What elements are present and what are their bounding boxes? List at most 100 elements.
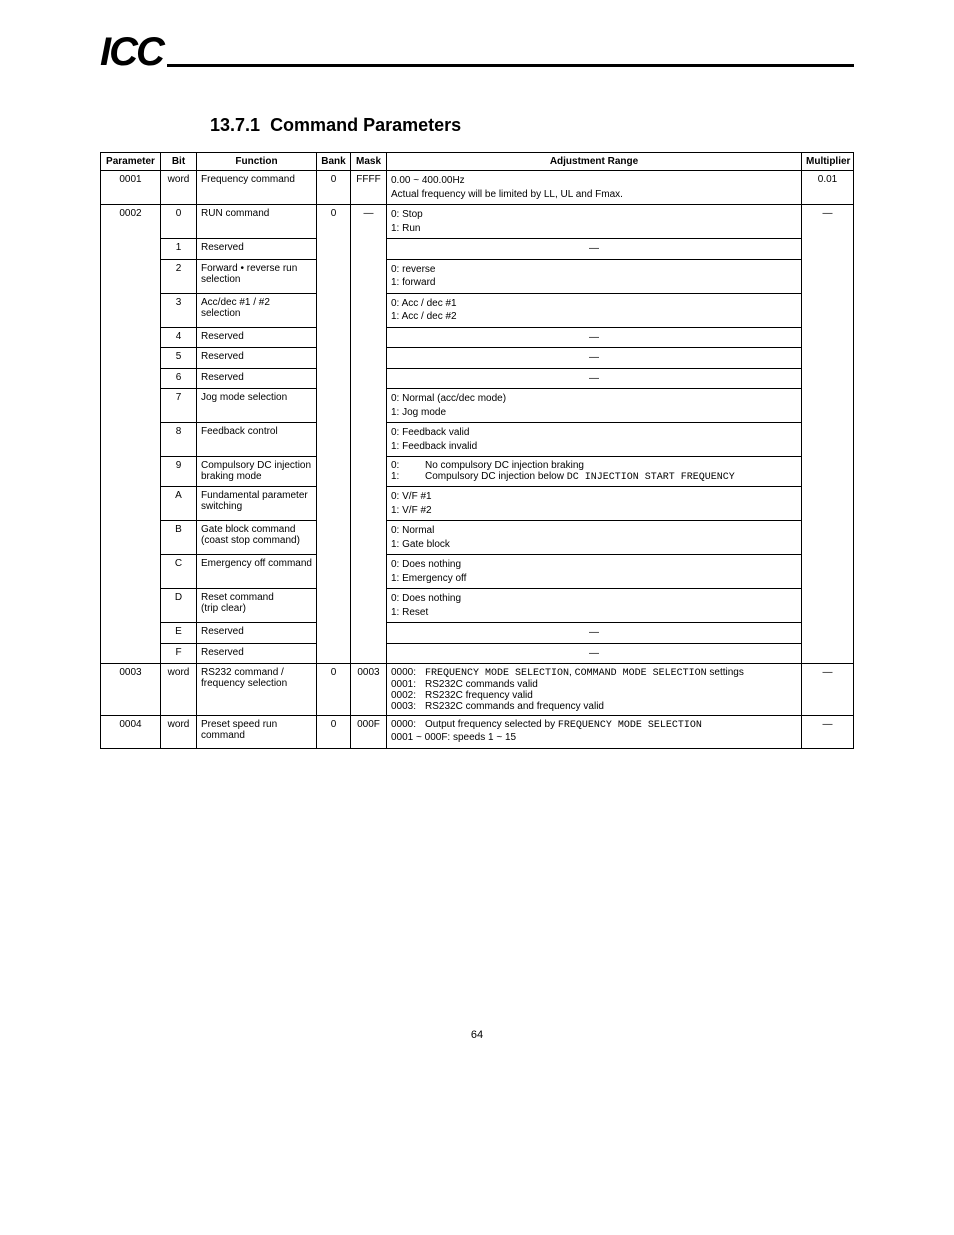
cell-bit: 2 [161, 259, 197, 293]
table-row: AFundamental parameter switching 0: V/F #… [101, 487, 854, 521]
cell-function: Feedback control [197, 423, 317, 457]
cell-bit: 6 [161, 368, 197, 389]
table-row: 00020RUN command0—0: Stop1: Run— [101, 205, 854, 239]
cell-function: Reset command(trip clear) [197, 589, 317, 623]
cell-bit: word [161, 171, 197, 205]
table-row: 0003wordRS232 command / frequency select… [101, 664, 854, 716]
cell-bit: C [161, 555, 197, 589]
cell-function: Reserved [197, 327, 317, 348]
cell-bit: A [161, 487, 197, 521]
cell-parameter: 0003 [101, 664, 161, 716]
cell-function: Acc/dec #1 / #2 selection [197, 293, 317, 327]
cell-adjustment: 0:No compulsory DC injection braking1:Co… [387, 457, 802, 487]
table-row: 3Acc/dec #1 / #2 selection 0: Acc / dec #… [101, 293, 854, 327]
table-body: 0001wordFrequency command0FFFF0.00 ~ 400… [101, 171, 854, 749]
table-row: 5Reserved — [101, 348, 854, 369]
table-row: DReset command(trip clear) 0: Does nothin… [101, 589, 854, 623]
cell-function: Reserved [197, 239, 317, 260]
section-number: 13.7.1 [210, 115, 260, 135]
cell-bit: word [161, 664, 197, 716]
cell-adjustment: 0000:Output frequency selected by FREQUE… [387, 716, 802, 749]
cell-function: Reserved [197, 643, 317, 664]
section-heading: Command Parameters [270, 115, 461, 135]
cell-mask: 000F [351, 716, 387, 749]
cell-bit: F [161, 643, 197, 664]
cell-adjustment: — [387, 368, 802, 389]
cell-bit: B [161, 521, 197, 555]
cell-bank: 0 [317, 716, 351, 749]
page-number: 64 [100, 1029, 854, 1041]
table-row: 9Compulsory DC injection braking mode 0:N… [101, 457, 854, 487]
cell-adjustment: — [387, 348, 802, 369]
cell-function: Reserved [197, 348, 317, 369]
table-row: EReserved — [101, 623, 854, 644]
table-row: 4Reserved — [101, 327, 854, 348]
cell-bit: E [161, 623, 197, 644]
col-adjustment: Adjustment Range [387, 153, 802, 171]
cell-bit: 9 [161, 457, 197, 487]
cell-adjustment: 0: Feedback valid1: Feedback invalid [387, 423, 802, 457]
cell-adjustment: 0: Normal (acc/dec mode)1: Jog mode [387, 389, 802, 423]
cell-function: Compulsory DC injection braking mode [197, 457, 317, 487]
table-row: BGate block command(coast stop command)0… [101, 521, 854, 555]
table-row: FReserved — [101, 643, 854, 664]
cell-adjustment: 0: Does nothing1: Reset [387, 589, 802, 623]
cell-adjustment: — [387, 327, 802, 348]
cell-mask: 0003 [351, 664, 387, 716]
table-row: 0004wordPreset speed run command0000F000… [101, 716, 854, 749]
table-row: 6Reserved — [101, 368, 854, 389]
cell-function: Forward • reverse run selection [197, 259, 317, 293]
cell-bit: 5 [161, 348, 197, 369]
cell-function: Reserved [197, 368, 317, 389]
cell-bit: word [161, 716, 197, 749]
cell-parameter: 0004 [101, 716, 161, 749]
cell-mask: — [351, 205, 387, 664]
col-function: Function [197, 153, 317, 171]
cell-mask: FFFF [351, 171, 387, 205]
table-row: 2Forward • reverse run selection 0: rever… [101, 259, 854, 293]
cell-function: RUN command [197, 205, 317, 239]
cell-bit: D [161, 589, 197, 623]
cell-function: Jog mode selection [197, 389, 317, 423]
cell-function: Emergency off command [197, 555, 317, 589]
cell-function: RS232 command / frequency selection [197, 664, 317, 716]
col-parameter: Parameter [101, 153, 161, 171]
table-row: CEmergency off command0: Does nothing1: … [101, 555, 854, 589]
table-row: 0001wordFrequency command0FFFF0.00 ~ 400… [101, 171, 854, 205]
table-row: 1Reserved — [101, 239, 854, 260]
col-multiplier: Multiplier [802, 153, 854, 171]
section-title: 13.7.1 Command Parameters [210, 115, 854, 136]
cell-bank: 0 [317, 205, 351, 664]
cell-adjustment: — [387, 239, 802, 260]
cell-function: Reserved [197, 623, 317, 644]
cell-adjustment: — [387, 623, 802, 644]
header-rule [167, 64, 854, 67]
cell-bank: 0 [317, 664, 351, 716]
command-parameters-table: Parameter Bit Function Bank Mask Adjustm… [100, 152, 854, 749]
cell-multiplier: — [802, 664, 854, 716]
cell-function: Fundamental parameter switching [197, 487, 317, 521]
cell-bit: 8 [161, 423, 197, 457]
cell-multiplier: 0.01 [802, 171, 854, 205]
cell-adjustment: 0: reverse1: forward [387, 259, 802, 293]
col-bit: Bit [161, 153, 197, 171]
cell-adjustment: 0: Stop1: Run [387, 205, 802, 239]
logo-text: ICC [100, 30, 167, 75]
cell-adjustment: 0.00 ~ 400.00HzActual frequency will be … [387, 171, 802, 205]
cell-function: Frequency command [197, 171, 317, 205]
cell-adjustment: 0000:FREQUENCY MODE SELECTION, COMMAND M… [387, 664, 802, 716]
cell-multiplier: — [802, 716, 854, 749]
cell-adjustment: — [387, 643, 802, 664]
col-bank: Bank [317, 153, 351, 171]
cell-function: Gate block command(coast stop command) [197, 521, 317, 555]
cell-bit: 1 [161, 239, 197, 260]
cell-bit: 7 [161, 389, 197, 423]
cell-bit: 4 [161, 327, 197, 348]
cell-bit: 0 [161, 205, 197, 239]
cell-adjustment: 0: V/F #11: V/F #2 [387, 487, 802, 521]
header: ICC [100, 30, 854, 75]
cell-bit: 3 [161, 293, 197, 327]
cell-bank: 0 [317, 171, 351, 205]
cell-function: Preset speed run command [197, 716, 317, 749]
cell-adjustment: 0: Acc / dec #11: Acc / dec #2 [387, 293, 802, 327]
